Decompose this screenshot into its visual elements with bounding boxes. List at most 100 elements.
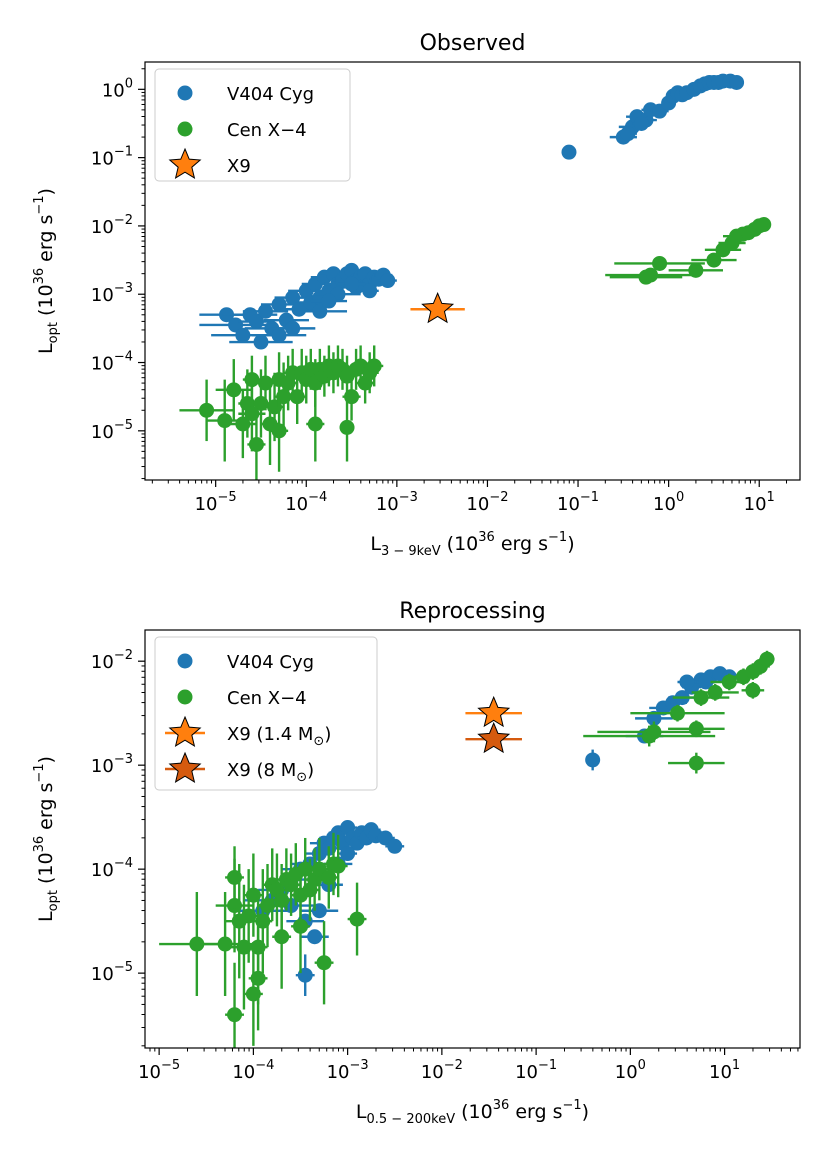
circle-marker <box>291 301 307 317</box>
y-tick-label: 10−2 <box>91 648 133 673</box>
legend-entry: Cen X−4 <box>177 120 307 141</box>
circle-marker <box>387 838 403 854</box>
circle-marker <box>312 303 328 319</box>
circle-marker <box>271 423 287 439</box>
data-point <box>668 720 725 738</box>
data-point <box>251 327 307 343</box>
circle-marker <box>248 314 264 330</box>
series-x9-1-4-m- <box>465 695 522 728</box>
legend-label: Cen X−4 <box>227 688 307 709</box>
x-tick-label: 10−2 <box>421 1058 463 1083</box>
circle-marker <box>679 674 695 690</box>
plot-area <box>159 650 775 1048</box>
circle-marker <box>646 710 662 726</box>
data-point <box>465 695 522 728</box>
legend-entry: X9 <box>168 147 251 179</box>
data-point <box>292 303 348 319</box>
circle-marker <box>721 674 737 690</box>
legend-circle-icon <box>177 85 193 101</box>
legend-circle-icon <box>177 653 193 669</box>
series-v404-cyg <box>199 73 745 350</box>
data-point <box>410 291 465 324</box>
series-x9-8-m- <box>465 721 522 754</box>
y-tick-label: 10−3 <box>91 281 133 306</box>
data-point <box>360 283 379 299</box>
x-axis-ticks: 10−5 10−4 10−3 10−2 10−1 100 101 <box>151 480 788 515</box>
data-point <box>365 345 384 387</box>
circle-marker <box>257 303 273 319</box>
data-point <box>668 752 725 774</box>
data-point <box>385 838 405 854</box>
legend-label: V404 Cyg <box>227 84 314 105</box>
legend-circle-icon <box>177 689 193 705</box>
legend-label: X9 <box>227 156 251 177</box>
legend-label: X9 (8 M⊙) <box>227 760 314 785</box>
y-axis-label: Lopt (1036 erg s−1) <box>32 756 61 922</box>
data-point <box>242 303 289 319</box>
circle-marker <box>340 846 356 862</box>
legend-entry: X9 (8 M⊙) <box>165 751 314 785</box>
data-point <box>248 926 268 1031</box>
circle-marker <box>585 752 601 768</box>
data-point <box>215 359 252 421</box>
circle-marker <box>253 334 269 350</box>
x-tick-label: 10−1 <box>515 1058 557 1083</box>
legend-label: X9 (1.4 M⊙) <box>227 724 331 749</box>
circle-marker <box>380 273 396 289</box>
x-tick-label: 10−1 <box>557 490 599 515</box>
legend-box <box>154 68 351 182</box>
legend: V404 Cyg Cen X−4 X9 (1.4 M⊙) X9 (8 M⊙) <box>154 636 378 791</box>
data-point <box>225 846 244 909</box>
data-point <box>310 293 348 309</box>
data-point <box>243 941 263 1046</box>
circle-marker <box>293 918 309 934</box>
series-x9 <box>410 291 465 324</box>
circle-marker <box>633 115 649 131</box>
star-marker <box>477 721 511 754</box>
circle-marker <box>759 651 775 667</box>
chart-title: Reprocessing <box>399 599 545 624</box>
circle-marker <box>729 74 745 90</box>
circle-marker <box>244 406 260 422</box>
circle-marker <box>227 869 243 885</box>
x-tick-label: 10−4 <box>232 1058 274 1083</box>
data-point <box>465 721 522 754</box>
x-tick-label: 10−3 <box>327 1058 369 1083</box>
circle-marker <box>226 382 242 398</box>
circle-marker <box>706 252 722 268</box>
legend-entry: V404 Cyg <box>177 652 314 673</box>
circle-marker <box>199 402 215 418</box>
circle-marker <box>707 684 723 700</box>
x-tick-label: 10−5 <box>138 1058 180 1083</box>
circle-marker <box>339 419 355 435</box>
data-point <box>225 962 244 1048</box>
circle-marker <box>693 690 709 706</box>
star-marker <box>421 291 455 324</box>
circle-marker <box>638 269 654 285</box>
circle-marker <box>235 327 251 343</box>
plot-area <box>179 73 772 480</box>
circle-marker <box>330 858 346 874</box>
data-point <box>270 320 316 336</box>
data-point <box>328 834 348 898</box>
legend-circle-icon <box>177 121 193 137</box>
data-point <box>585 749 601 771</box>
data-point <box>347 882 367 956</box>
circle-marker <box>227 1007 243 1023</box>
x-tick-label: 101 <box>709 1058 740 1083</box>
circle-marker <box>745 682 761 698</box>
data-point <box>196 892 254 997</box>
x-axis-label: L3 − 9keV (1036 erg s−1) <box>370 530 574 559</box>
plot-frame <box>144 61 801 481</box>
x-tick-label: 10−5 <box>195 490 237 515</box>
data-point <box>339 393 355 462</box>
data-point <box>618 126 637 142</box>
data-point <box>258 863 277 948</box>
circle-marker <box>362 283 378 299</box>
data-point <box>378 273 397 289</box>
data-point <box>741 681 765 699</box>
data-point <box>609 269 683 285</box>
data-point <box>206 379 243 462</box>
